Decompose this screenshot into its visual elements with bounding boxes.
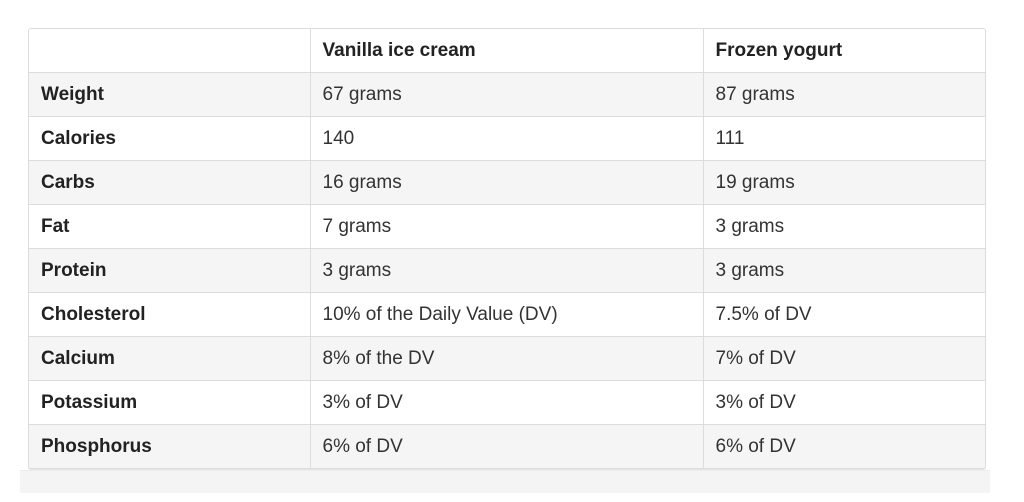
table-row: Carbs 16 grams 19 grams (29, 160, 985, 205)
row-label: Calcium (29, 336, 311, 381)
table-row: Calcium 8% of the DV 7% of DV (29, 336, 985, 381)
vanilla-value: 6% of DV (310, 424, 704, 468)
vanilla-value: 7 grams (310, 204, 704, 249)
vanilla-value: 3 grams (310, 248, 704, 293)
row-label: Fat (29, 204, 311, 249)
vanilla-value: 16 grams (310, 160, 704, 205)
vanilla-value: 67 grams (310, 72, 704, 117)
row-label: Weight (29, 72, 311, 117)
yogurt-value: 3% of DV (703, 380, 985, 425)
yogurt-value: 87 grams (703, 72, 985, 117)
nutrition-comparison-table-container: Vanilla ice cream Frozen yogurt Weight 6… (28, 28, 986, 469)
yogurt-value: 111 (703, 116, 985, 161)
row-label: Carbs (29, 160, 311, 205)
table-row: Fat 7 grams 3 grams (29, 204, 985, 249)
vanilla-value: 8% of the DV (310, 336, 704, 381)
table-row: Potassium 3% of DV 3% of DV (29, 380, 985, 425)
row-label: Calories (29, 116, 311, 161)
yogurt-value: 3 grams (703, 248, 985, 293)
yogurt-value: 19 grams (703, 160, 985, 205)
row-label: Potassium (29, 380, 311, 425)
vanilla-value: 140 (310, 116, 704, 161)
yogurt-value: 7.5% of DV (703, 292, 985, 337)
yogurt-value: 7% of DV (703, 336, 985, 381)
nutrition-comparison-table: Vanilla ice cream Frozen yogurt Weight 6… (29, 29, 985, 468)
table-row: Phosphorus 6% of DV 6% of DV (29, 424, 985, 468)
vanilla-value: 3% of DV (310, 380, 704, 425)
header-cell-frozen-yogurt: Frozen yogurt (703, 29, 985, 73)
yogurt-value: 6% of DV (703, 424, 985, 468)
row-label: Phosphorus (29, 424, 311, 468)
table-row: Calories 140 111 (29, 116, 985, 161)
vanilla-value: 10% of the Daily Value (DV) (310, 292, 704, 337)
yogurt-value: 3 grams (703, 204, 985, 249)
row-label: Protein (29, 248, 311, 293)
table-row: Protein 3 grams 3 grams (29, 248, 985, 293)
row-label: Cholesterol (29, 292, 311, 337)
page-bottom-strip (20, 470, 990, 493)
header-cell-vanilla-ice-cream: Vanilla ice cream (310, 29, 704, 73)
table-row: Cholesterol 10% of the Daily Value (DV) … (29, 292, 985, 337)
table-row: Weight 67 grams 87 grams (29, 72, 985, 117)
table-header-row: Vanilla ice cream Frozen yogurt (29, 29, 985, 73)
header-cell-empty (29, 29, 311, 73)
